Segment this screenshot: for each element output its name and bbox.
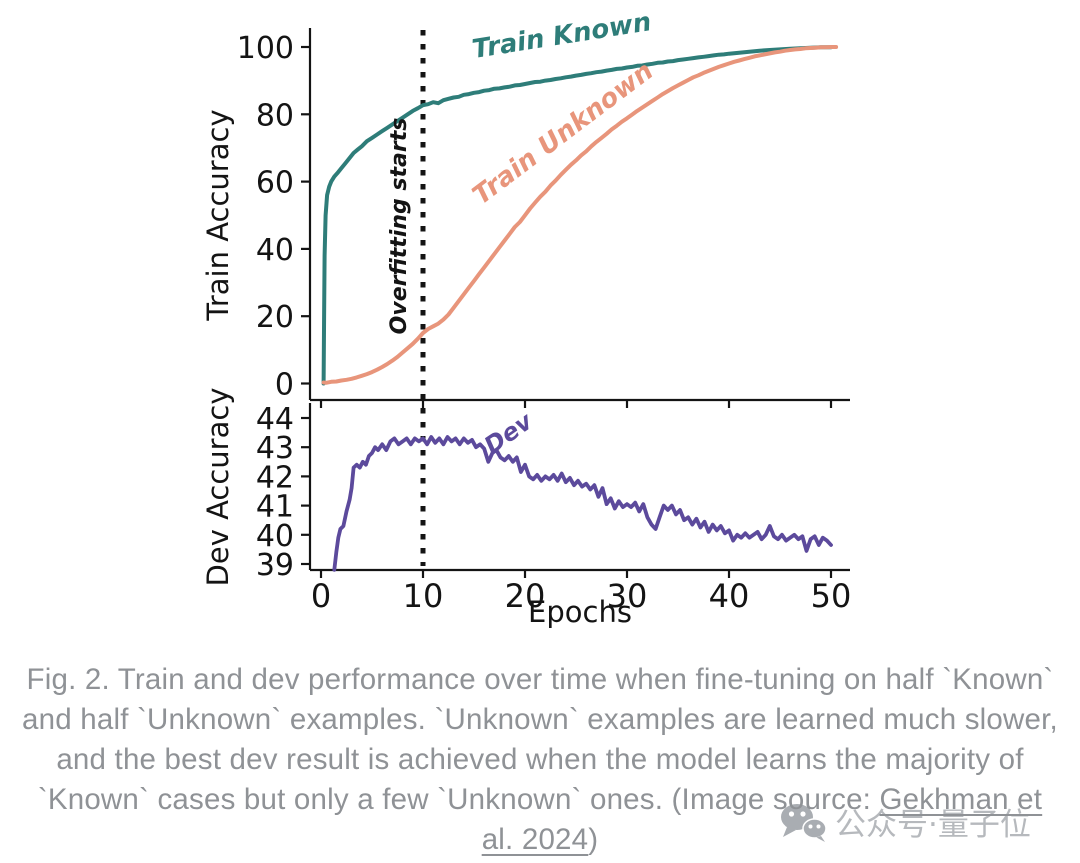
x-tick-label: 10 [403, 577, 444, 615]
top-y-tick-label: 100 [237, 31, 294, 66]
x-tick-label: 40 [709, 577, 750, 615]
bottom-y-tick-label: 42 [256, 460, 294, 495]
x-tick-label: 20 [505, 577, 546, 615]
train-known-curve-label: Train Known [470, 7, 653, 65]
x-axis-label: Epochs [528, 595, 632, 629]
top-y-axis-label: Train Accuracy [201, 109, 235, 321]
x-tick-label: 30 [607, 577, 648, 615]
overfitting-starts-annotation: Overfitting starts [387, 118, 412, 335]
train-known-curve [321, 45, 833, 386]
dev-curve [332, 435, 833, 572]
top-y-tick-label: 20 [256, 300, 294, 335]
source-link-part-1[interactable]: Gekhman et [879, 783, 1043, 816]
caption-line-2: and half `Unknown` examples. `Unknown` e… [22, 703, 1058, 736]
curves-layer [321, 30, 839, 572]
top-y-tick-label: 0 [275, 368, 294, 403]
figure-caption: Fig. 2. Train and dev performance over t… [0, 660, 1080, 860]
top-y-tick-label: 40 [256, 233, 294, 268]
bottom-y-tick-label: 40 [256, 519, 294, 554]
bottom-y-tick-label: 43 [256, 431, 294, 466]
top-y-tick-label: 60 [256, 166, 294, 201]
bottom-y-tick-label: 41 [256, 490, 294, 525]
watermark-text: 公众号·量子位 [835, 807, 1031, 843]
caption-line-5: al. 2024) [0, 820, 1080, 860]
bottom-y-tick-label: 44 [256, 402, 294, 437]
bottom-y-axis-label: Dev Accuracy [201, 388, 235, 587]
x-tick-label: 0 [311, 577, 331, 615]
source-link-part-2[interactable]: al. 2024 [481, 823, 589, 856]
bottom-y-tick-label: 39 [256, 548, 294, 583]
caption-line-4: `Known` cases but only a few `Unknown` o… [0, 780, 1080, 820]
x-tick-label: 50 [811, 577, 852, 615]
caption-line-3: and the best dev result is achieved when… [56, 743, 1024, 776]
watermark: 公众号·量子位 [780, 799, 1031, 844]
caption-line-5-text: ) [588, 823, 599, 856]
wechat-icon [781, 803, 827, 842]
top-plot: 0 20 40 60 80 100 [237, 28, 850, 408]
dev-curve-label: Dev [479, 406, 539, 459]
caption-line-4-text: `Known` cases but only a few `Unknown` o… [37, 783, 880, 816]
train-unknown-curve [321, 45, 839, 385]
top-y-tick-label: 80 [256, 98, 294, 133]
caption-line-1: Fig. 2. Train and dev performance over t… [26, 663, 1054, 696]
